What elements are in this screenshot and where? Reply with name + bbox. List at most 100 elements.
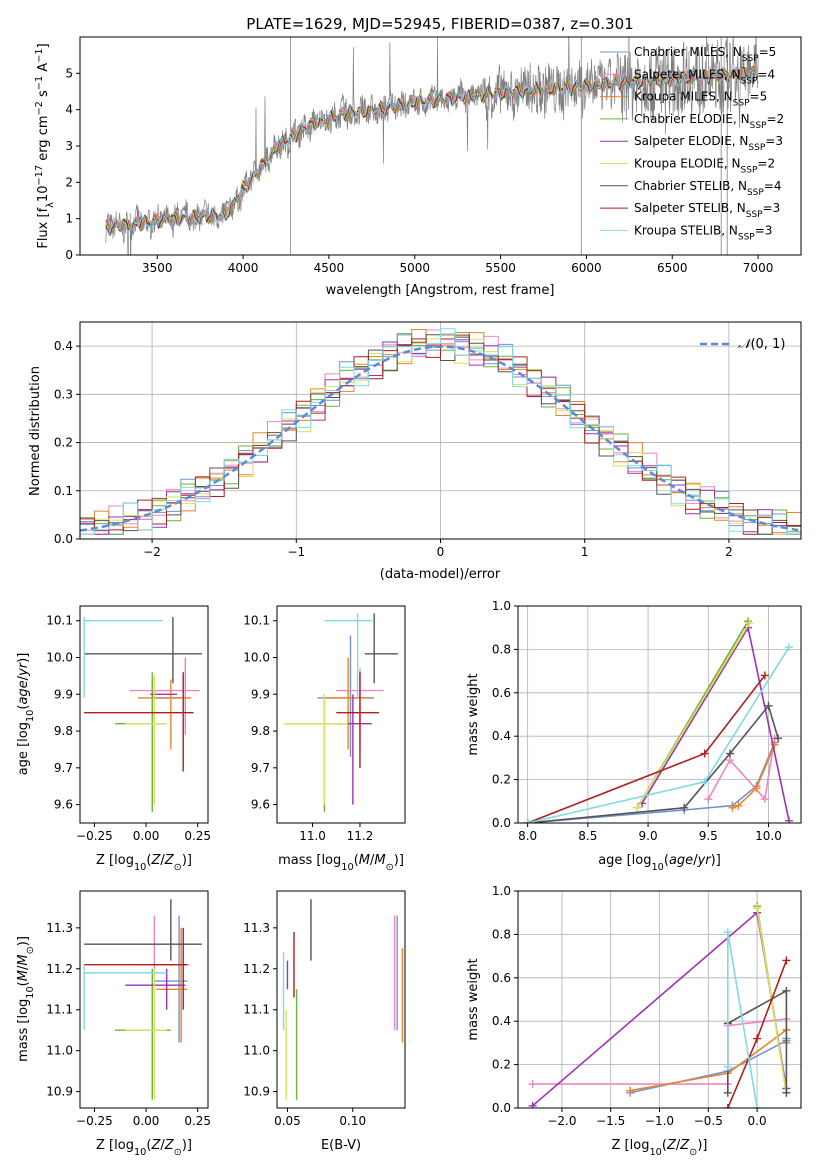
y-tick-label: 11.3 <box>46 921 73 935</box>
y-tick-label: 11.3 <box>243 921 270 935</box>
mass_weight_vs_age-panel: 8.0 8.5 9.0 9.5 10.0 0.0 0.2 0.4 0.6 0.8 1.0 age [l… <box>466 599 802 873</box>
weight-marker <box>782 1088 791 1097</box>
axes-frame <box>276 605 406 824</box>
y-axis-label: Normed distribution <box>28 366 43 496</box>
mass_vs_ebv-panel: 0.05 0.10 10.9 11.0 11.1 11.2 11.3 E(B-V) <box>243 890 406 1153</box>
model-line-kroupa-stelib <box>105 67 759 237</box>
weight-marker <box>734 801 743 810</box>
x-tick-label: −1.0 <box>645 1114 674 1128</box>
y-axis-label: mass weight <box>466 958 481 1040</box>
y-tick-label: 1.0 <box>492 599 511 613</box>
weight-marker <box>782 986 791 995</box>
x-tick-label: 3500 <box>142 261 173 275</box>
weight-marker <box>774 734 783 743</box>
weight-marker <box>728 803 737 812</box>
weight-marker <box>752 784 761 793</box>
x-axis-label: E(B-V) <box>321 1138 361 1153</box>
y-tick-label: 0.0 <box>492 816 511 830</box>
y-tick-label: 0.4 <box>492 1014 511 1028</box>
x-tick-label: −2 <box>143 545 161 559</box>
weight-marker <box>764 701 773 710</box>
weight-marker <box>782 956 791 965</box>
y-tick-label: 9.6 <box>251 798 270 812</box>
weight-marker <box>784 643 793 652</box>
x-tick-label: 0.00 <box>133 829 160 843</box>
legend-label: Salpeter MILES, NSSP=4 <box>634 67 775 86</box>
y-tick-label: 11.0 <box>46 1044 73 1058</box>
x-tick-label: 8.5 <box>578 829 597 843</box>
plot-area <box>80 328 801 539</box>
y-axis-label: age [log10(age/yr)] <box>16 653 36 776</box>
weight-marker <box>723 928 732 937</box>
weight-line <box>732 744 776 809</box>
x-tick-label: 0 <box>437 545 445 559</box>
x-tick-label: −2.0 <box>547 1114 576 1128</box>
y-tick-label: 4 <box>65 103 73 117</box>
x-tick-label: 5000 <box>399 261 430 275</box>
y-axis-label: Flux [fλ10−17 erg cm−2 s−1 A−1] <box>34 43 56 248</box>
y-tick-label: 1 <box>65 212 73 226</box>
y-tick-label: 3 <box>65 139 73 153</box>
histogram-salpeter-stelib <box>80 334 801 539</box>
y-tick-label: 0.3 <box>54 387 73 401</box>
y-tick-label: 10.0 <box>46 650 73 664</box>
x-tick-label: 9.5 <box>699 829 718 843</box>
y-axis-label: mass weight <box>466 673 481 755</box>
plot-area <box>528 902 791 1108</box>
weight-marker <box>760 795 769 804</box>
spectrum-panel: 3500 4000 4500 5000 5500 6000 6500 7000 0 1 2 3 4 5 Ch… <box>34 36 802 298</box>
legend-label: Chabrier MILES, NSSP=5 <box>634 45 776 64</box>
weight-marker <box>700 749 709 758</box>
weight-line <box>707 738 776 801</box>
x-tick-label: 4000 <box>228 261 259 275</box>
x-tick-label: 6500 <box>657 261 688 275</box>
weight-marker <box>723 1062 732 1071</box>
axes-frame <box>79 605 209 824</box>
y-tick-label: 11.2 <box>46 962 73 976</box>
plot-area <box>284 613 398 812</box>
x-tick-label: −1 <box>287 545 305 559</box>
y-tick-label: 9.6 <box>54 798 73 812</box>
weight-marker <box>745 619 754 628</box>
weight-marker <box>626 1086 635 1095</box>
x-axis-label: (data-model)/error <box>380 567 501 582</box>
y-tick-label: 0.0 <box>54 532 73 546</box>
x-tick-label: 7000 <box>743 261 774 275</box>
weight-marker <box>770 740 779 749</box>
x-tick-label: 11.2 <box>347 829 374 843</box>
weight-marker <box>523 819 532 823</box>
x-tick-label: 4500 <box>314 261 345 275</box>
y-tick-label: 10.0 <box>243 650 270 664</box>
weight-marker <box>753 1104 762 1108</box>
weight-line <box>527 674 766 823</box>
residual-panel: −2 −1 0 1 2 0.0 0.1 0.2 0.3 0.4 𝒩(0, 1) (data-model… <box>28 321 802 582</box>
weight-marker <box>725 749 734 758</box>
weight-marker <box>760 671 769 680</box>
y-tick-label: 0.4 <box>492 729 511 743</box>
weight-marker <box>723 1088 732 1097</box>
y-tick-label: 10.9 <box>46 1085 73 1099</box>
legend-label: Salpeter STELIB, NSSP=3 <box>634 201 780 220</box>
x-tick-label: 0.25 <box>184 1114 211 1128</box>
legend-label: Chabrier ELODIE, NSSP=2 <box>634 112 784 131</box>
weight-marker <box>680 803 689 812</box>
axes-frame <box>79 36 802 256</box>
weight-marker <box>784 816 793 823</box>
legend-label: Kroupa ELODIE, NSSP=2 <box>634 157 775 176</box>
x-tick-label: 1 <box>581 545 589 559</box>
axes-frame <box>517 890 802 1109</box>
y-tick-label: 10.9 <box>243 1085 270 1099</box>
mass_vs_Z-panel: −0.25 0.00 0.25 10.9 11.0 11.1 11.2 11.3 Z [log1… <box>16 890 211 1158</box>
plot-area <box>523 617 793 823</box>
y-tick-label: 10.1 <box>243 614 270 628</box>
y-tick-label: 5 <box>65 66 73 80</box>
x-tick-label: 2 <box>725 545 733 559</box>
x-tick-label: 0.10 <box>339 1114 366 1128</box>
histogram-kroupa-stelib <box>80 328 801 539</box>
mass_weight_vs_Z-panel: −2.0 −1.5 −1.0 −0.5 0.0 0.0 0.2 0.4 0.6 0.8 1.0 Z [… <box>466 884 802 1158</box>
normal-curve <box>80 345 799 532</box>
plot-area <box>83 617 202 812</box>
figure-title: PLATE=1629, MJD=52945, FIBERID=0387, z=0… <box>246 15 633 33</box>
legend-label: Kroupa STELIB, NSSP=3 <box>634 223 772 242</box>
legend-label: Salpeter ELODIE, NSSP=3 <box>634 134 783 153</box>
